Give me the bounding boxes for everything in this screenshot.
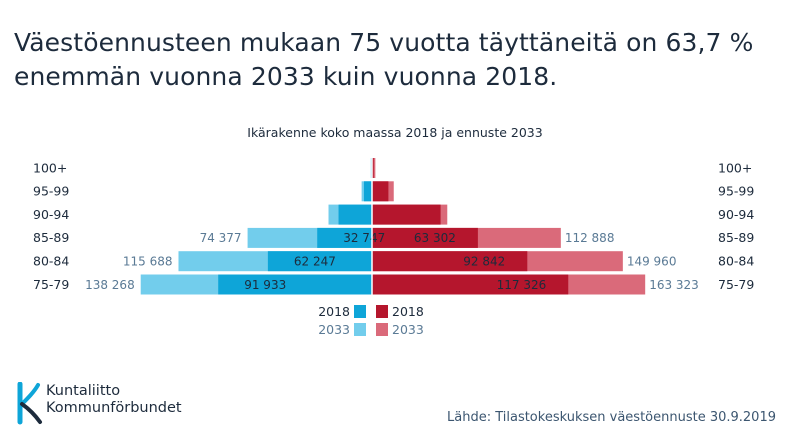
bar-2018-left-85-89	[317, 227, 372, 248]
data-label-2033-left: 115 688	[123, 255, 173, 269]
legend-label-left-2033: 2033	[318, 322, 350, 337]
kuntaliitto-k-logo-icon	[17, 382, 42, 425]
category-label-left: 95-99	[33, 184, 69, 199]
category-label-left: 75-79	[33, 277, 69, 292]
category-label-right: 80-84	[718, 254, 754, 269]
data-label-2033-right: 149 960	[627, 255, 677, 269]
bar-2018-right-85-89	[372, 227, 478, 248]
bar-2018-right-95-99	[372, 181, 389, 202]
legend-swatch-right-2033	[376, 323, 388, 336]
category-label-left: 85-89	[33, 230, 69, 245]
page-title-line-2: enemmän vuonna 2033 kuin vuonna 2018.	[14, 62, 558, 91]
data-label-2018-left: 62 247	[294, 255, 336, 269]
bar-2018-left-90-94	[338, 204, 372, 225]
data-label-2018-left: 91 933	[244, 278, 286, 292]
chart-title: Ikärakenne koko maassa 2018 ja ennuste 2…	[247, 125, 542, 140]
bar-2018-left-80-84	[267, 251, 372, 272]
data-label-2018-right: 117 326	[497, 278, 547, 292]
category-label-left: 90-94	[33, 207, 69, 222]
logo-text-line-1: Kuntaliitto	[46, 383, 121, 399]
chart-legend: 2018 2018 2033 2033	[318, 304, 424, 337]
legend-swatch-left-2018	[354, 305, 366, 318]
category-label-right: 100+	[718, 160, 752, 175]
data-label-2018-right: 63 302	[414, 231, 456, 245]
category-label-right: 85-89	[718, 230, 754, 245]
legend-swatch-right-2018	[376, 305, 388, 318]
legend-label-right-2018: 2018	[392, 304, 424, 319]
data-label-2033-right: 163 323	[649, 278, 699, 292]
data-label-2018-right: 92 842	[463, 255, 505, 269]
source-note: Lähde: Tilastokeskuksen väestöennuste 30…	[447, 410, 776, 425]
legend-swatch-left-2033	[354, 323, 366, 336]
category-label-left: 100+	[33, 160, 67, 175]
page-title: Väestöennusteen mukaan 75 vuotta täyttän…	[14, 26, 774, 94]
data-label-2018-left: 32 747	[343, 231, 385, 245]
bar-2018-right-90-94	[372, 204, 441, 225]
data-label-2033-left: 74 377	[200, 231, 242, 245]
data-label-2033-right: 112 888	[565, 231, 615, 245]
category-label-right: 75-79	[718, 277, 754, 292]
data-label-2033-left: 138 268	[85, 278, 135, 292]
legend-label-right-2033: 2033	[392, 322, 424, 337]
bar-2018-right-100plus	[372, 158, 374, 178]
bar-2018-left-95-99	[363, 181, 372, 202]
kuntaliitto-logo: Kuntaliitto Kommunförbundet	[14, 382, 214, 426]
bar-2018-right-80-84	[372, 251, 528, 272]
bar-2018-left-75-79	[218, 274, 372, 295]
legend-label-left-2018: 2018	[318, 304, 350, 319]
category-label-left: 80-84	[33, 254, 69, 269]
logo-text-line-2: Kommunförbundet	[46, 400, 182, 416]
chart-bars: 100+ 100+ 95-99 95-99 90-94 90-94 85-89 85-89 32…	[33, 158, 754, 298]
category-label-right: 90-94	[718, 207, 754, 222]
page-title-line-1: Väestöennusteen mukaan 75 vuotta täyttän…	[14, 28, 754, 57]
category-label-right: 95-99	[718, 184, 754, 199]
bar-2018-right-75-79	[372, 274, 569, 295]
